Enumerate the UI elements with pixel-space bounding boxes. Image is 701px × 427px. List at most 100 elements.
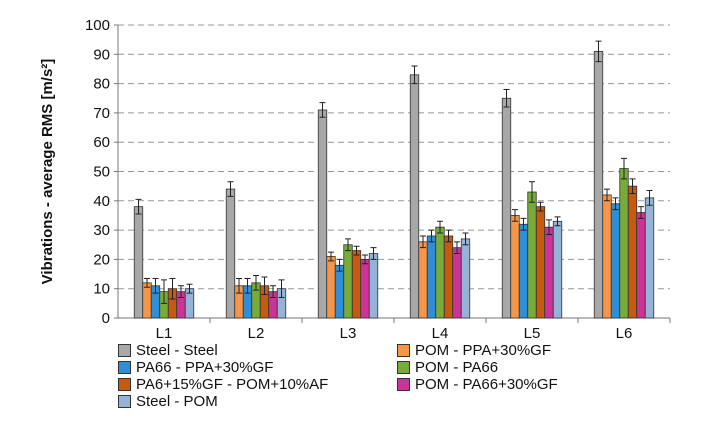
error-bar	[454, 241, 460, 255]
bar	[368, 253, 379, 319]
error-bar	[319, 102, 326, 118]
bar	[535, 206, 546, 319]
bar	[334, 264, 345, 319]
error-bar	[345, 238, 351, 252]
y-axis-label: Vibrations - average RMS [m/s²]	[39, 59, 56, 285]
bar	[518, 223, 529, 319]
y-tick-label: 50	[93, 164, 110, 181]
legend-label: POM - PPA+30%GF	[415, 342, 552, 359]
error-bar	[503, 88, 510, 108]
bar	[426, 235, 437, 319]
legend-label: Steel - POM	[136, 393, 218, 410]
bar	[351, 250, 362, 319]
error-bar	[604, 188, 610, 202]
legend-item: Steel - Steel	[118, 342, 218, 359]
legend-item: PA66 - PPA+30%GF	[118, 359, 273, 376]
error-bar	[152, 277, 159, 294]
error-bar	[270, 285, 276, 298]
bar	[619, 168, 629, 319]
error-bar	[537, 201, 544, 212]
bar	[452, 247, 462, 319]
x-tick-label: L1	[156, 325, 173, 342]
legend-label: PA6+15%GF - POM+10%AF	[136, 376, 329, 393]
bar	[627, 185, 638, 319]
legend-swatch	[397, 344, 410, 357]
legend-swatch	[397, 361, 410, 374]
error-bar	[612, 197, 619, 211]
legend-swatch	[118, 378, 131, 391]
error-bar	[629, 178, 636, 194]
error-bar	[621, 157, 627, 180]
error-bar	[144, 277, 150, 288]
y-tick-label: 20	[93, 251, 110, 268]
y-tick-label: 10	[93, 281, 110, 298]
bar	[418, 241, 428, 319]
error-bar	[638, 206, 644, 219]
y-tick-label: 30	[93, 222, 110, 239]
error-bar	[261, 276, 268, 296]
bar	[360, 258, 370, 319]
error-bar	[428, 229, 435, 243]
x-tick-label: L4	[432, 325, 449, 342]
error-bar	[646, 190, 653, 206]
error-bar	[529, 181, 535, 203]
legend-label: POM - PA66+30%GF	[415, 376, 558, 393]
bar	[610, 203, 621, 319]
error-bar	[236, 277, 242, 294]
error-bar	[328, 251, 334, 262]
legend-item: POM - PA66	[397, 359, 498, 376]
error-bar	[135, 198, 142, 215]
bar	[142, 282, 152, 319]
bar	[443, 235, 454, 319]
error-bar	[520, 217, 527, 231]
y-tick-label: 70	[93, 105, 110, 122]
legend-item: Steel - POM	[118, 393, 218, 410]
bar	[317, 109, 328, 319]
error-bar	[512, 209, 518, 222]
x-tick-label: L5	[524, 325, 541, 342]
bar	[510, 215, 520, 319]
error-bar	[227, 181, 234, 197]
y-tick-label: 80	[93, 76, 110, 93]
error-bar	[554, 216, 561, 227]
x-tick-label: L3	[340, 325, 357, 342]
error-bar	[462, 232, 469, 246]
bar	[133, 206, 144, 319]
bar	[501, 97, 512, 319]
error-bar	[595, 40, 602, 63]
y-tick-label: 100	[85, 17, 110, 34]
bar	[435, 226, 445, 319]
bar	[326, 256, 336, 319]
error-bar	[370, 247, 377, 260]
bar	[409, 74, 420, 319]
error-bar	[186, 283, 193, 294]
legend-item: POM - PA66+30%GF	[397, 376, 558, 393]
legend-label: POM - PA66	[415, 359, 499, 376]
bar	[644, 197, 655, 319]
error-bar	[420, 235, 426, 249]
bar	[225, 188, 236, 319]
y-tick-label: 60	[93, 134, 110, 151]
legend-swatch	[397, 378, 410, 391]
error-bar	[445, 229, 452, 243]
legend-item: PA6+15%GF - POM+10%AF	[118, 376, 328, 393]
legend-label: PA66 - PPA+30%GF	[136, 359, 274, 376]
x-tick-label: L2	[248, 325, 265, 342]
error-bar	[353, 245, 360, 256]
y-tick-label: 0	[102, 310, 110, 327]
error-bar	[546, 219, 552, 235]
error-bar	[437, 220, 443, 234]
legend-item: POM - PPA+30%GF	[397, 342, 551, 359]
y-tick-label: 90	[93, 46, 110, 63]
bar	[593, 50, 604, 319]
y-tick-label: 40	[93, 193, 110, 210]
error-bar	[411, 65, 418, 85]
x-tick-label: L6	[616, 325, 633, 342]
error-bar	[336, 258, 343, 272]
error-bar	[253, 275, 259, 291]
bar	[460, 238, 471, 319]
bar	[544, 226, 554, 319]
bar	[602, 194, 612, 319]
error-bar	[178, 285, 184, 298]
